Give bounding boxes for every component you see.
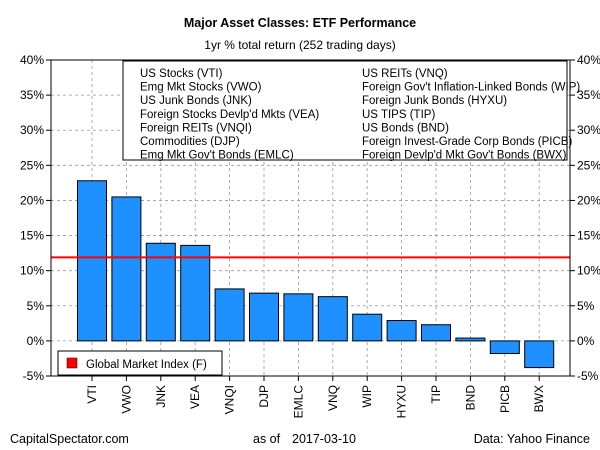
footer-as-of-label: as of xyxy=(253,432,281,446)
legend-left-column: US Stocks (VTI) Emg Mkt Stocks (VWO)US Ju… xyxy=(140,68,319,162)
legend-entry: Foreign Gov't Inflation-Linked Bonds (WI… xyxy=(362,82,580,94)
y-tick-label-left: 35% xyxy=(20,88,44,102)
y-tick-label-left: 40% xyxy=(20,53,44,67)
bar-emlc xyxy=(283,293,314,342)
y-tick-label-left: 20% xyxy=(20,193,44,207)
bar-vwo xyxy=(111,196,142,342)
y-tick-label-right: 0% xyxy=(577,334,595,348)
x-tick-label-vwo: VWO xyxy=(119,385,133,414)
bar-vnqi xyxy=(214,288,245,342)
legend-entry: Foreign REITs (VNQI) xyxy=(140,122,252,134)
bar-vnq xyxy=(317,296,348,342)
reference-legend: Global Market Index (F) xyxy=(57,350,223,376)
x-tick-label-vti: VTI xyxy=(85,385,99,404)
x-tick-label-jnk: JNK xyxy=(154,385,168,408)
x-tick-label-vea: VEA xyxy=(188,385,202,409)
x-tick-label-wip: WIP xyxy=(360,385,374,408)
legend-entry: US TIPS (TIP) xyxy=(362,109,435,121)
bar-djp xyxy=(249,292,279,342)
x-tick-label-emlc: EMLC xyxy=(291,385,305,419)
legend-entry: Foreign Junk Bonds (HYXU) xyxy=(362,95,507,107)
plot-frame xyxy=(50,59,571,377)
legend-entry: US Stocks (VTI) xyxy=(140,68,223,80)
reference-legend-box xyxy=(57,350,223,376)
bar-picb xyxy=(489,340,520,355)
y-tick-label-left: 5% xyxy=(27,299,45,313)
x-tick-label-djp: DJP xyxy=(257,385,271,408)
series-legend-box xyxy=(122,60,568,161)
y-tick-label-right: 30% xyxy=(577,123,600,137)
x-axis-ticks: VTI VWO JNK VEA VNQI DJP EMLC VNQ WIP HYXU TIP BND P… xyxy=(85,376,546,418)
y-tick-label-left: 10% xyxy=(20,264,44,278)
bar-vea xyxy=(180,244,211,342)
legend-entry: Foreign Stocks Devlp'd Mkts (VEA) xyxy=(140,109,319,121)
bar-jnk xyxy=(145,242,176,342)
legend-entry: Foreign Invest-Grade Corp Bonds (PICB) xyxy=(362,136,572,148)
y-tick-label-left: 30% xyxy=(20,123,44,137)
y-tick-label-left: 25% xyxy=(20,158,44,172)
reference-legend-swatch xyxy=(66,357,78,369)
legend-right-column: US REITs (VNQ) Foreign Gov't Inflation-Li… xyxy=(362,68,580,162)
legend-entry: Emg Mkt Gov't Bonds (EMLC) xyxy=(140,150,294,162)
y-tick-label-right: 15% xyxy=(577,229,600,243)
bar-wip xyxy=(352,313,383,342)
y-tick-label-right: 25% xyxy=(577,158,600,172)
y-tick-label-right: 10% xyxy=(577,264,600,278)
chart-subtitle: 1yr % total return (252 trading days) xyxy=(204,38,395,52)
bar-vti xyxy=(77,180,107,342)
x-tick-label-bnd: BND xyxy=(463,385,477,411)
x-tick-label-bwx: BWX xyxy=(532,385,546,412)
x-tick-label-vnqi: VNQI xyxy=(223,385,237,414)
footer-date: 2017-03-10 xyxy=(292,432,356,446)
y-tick-label-left: -5% xyxy=(23,369,45,383)
x-tick-label-tip: TIP xyxy=(429,385,443,404)
y-tick-label-left: 15% xyxy=(20,229,44,243)
footer-source-right: Data: Yahoo Finance xyxy=(474,432,590,446)
footer-source-left: CapitalSpectator.com xyxy=(10,432,129,446)
chart-title: Major Asset Classes: ETF Performance xyxy=(184,16,416,30)
series-legend: US Stocks (VTI) Emg Mkt Stocks (VWO)US Ju… xyxy=(122,60,580,162)
legend-entry: US Bonds (BND) xyxy=(362,122,449,134)
y-tick-label-right: -5% xyxy=(577,369,599,383)
bar-hyxu xyxy=(386,320,417,342)
bars xyxy=(77,180,555,369)
legend-entry: Commodities (DJP) xyxy=(140,136,240,148)
bar-bwx xyxy=(524,340,555,369)
reference-legend-label: Global Market Index (F) xyxy=(86,359,207,371)
legend-entry: Emg Mkt Stocks (VWO) xyxy=(140,82,262,94)
y-tick-label-left: 0% xyxy=(27,334,45,348)
bar-bnd xyxy=(455,337,486,342)
bar-tip xyxy=(421,324,451,342)
x-tick-label-vnq: VNQ xyxy=(326,385,340,411)
y-tick-label-right: 40% xyxy=(577,53,600,67)
legend-entry: US Junk Bonds (JNK) xyxy=(140,95,252,107)
x-tick-label-picb: PICB xyxy=(498,385,512,413)
y-tick-label-right: 5% xyxy=(577,299,595,313)
y-axis-ticks: -5% -5% 0% 0% 5% 5% 10% 10% 15% 15% 20% 20% 25% 25% 30… xyxy=(20,53,600,383)
legend-entry: US REITs (VNQ) xyxy=(362,68,448,80)
x-tick-label-hyxu: HYXU xyxy=(395,385,409,418)
y-tick-label-right: 35% xyxy=(577,88,600,102)
y-tick-label-right: 20% xyxy=(577,193,600,207)
legend-entry: Foreign Devlp'd Mkt Gov't Bonds (BWX) xyxy=(362,150,567,162)
